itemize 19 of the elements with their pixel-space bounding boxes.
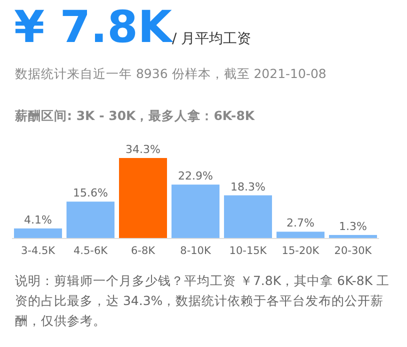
data-label: 22.9% (178, 170, 213, 183)
annotation: 说明：剪辑师一个月多少钱？平均工资 ￥7.8K，其中拿 6K-8K 工资的占比最多，达 34.3%，数据统计依赖于各平台发布的公开薪酬，仅供参考。 (15, 272, 390, 330)
title: ¥ 7.8K (14, 2, 172, 54)
x-tick-label: 15-20K (282, 245, 320, 257)
data-label: 1.3% (339, 220, 367, 233)
x-tick-label: 8-10K (180, 245, 212, 257)
x-tick-label: 10-15K (229, 245, 268, 257)
x-tick-label: 3-4.5K (20, 245, 56, 257)
data-label: 2.7% (286, 216, 314, 230)
data-label: 18.3% (230, 180, 266, 194)
x-tick-label: 20-30K (334, 245, 373, 257)
data-label: 4.1% (24, 213, 52, 226)
x-tick-label: 6-8K (130, 245, 156, 257)
data-label: 15.6% (73, 186, 108, 200)
annotation: 薪酬区间: 3K - 30K，最多人拿：6K-8K (15, 108, 255, 125)
annotation: 数据统计来自近一年 8936 份样本，截至 2021-10-08 (15, 66, 326, 83)
x-tick-label: 4.5-6K (73, 245, 109, 257)
subtitle: / 月平均工资 (172, 31, 252, 48)
data-label: 34.3% (126, 143, 160, 156)
